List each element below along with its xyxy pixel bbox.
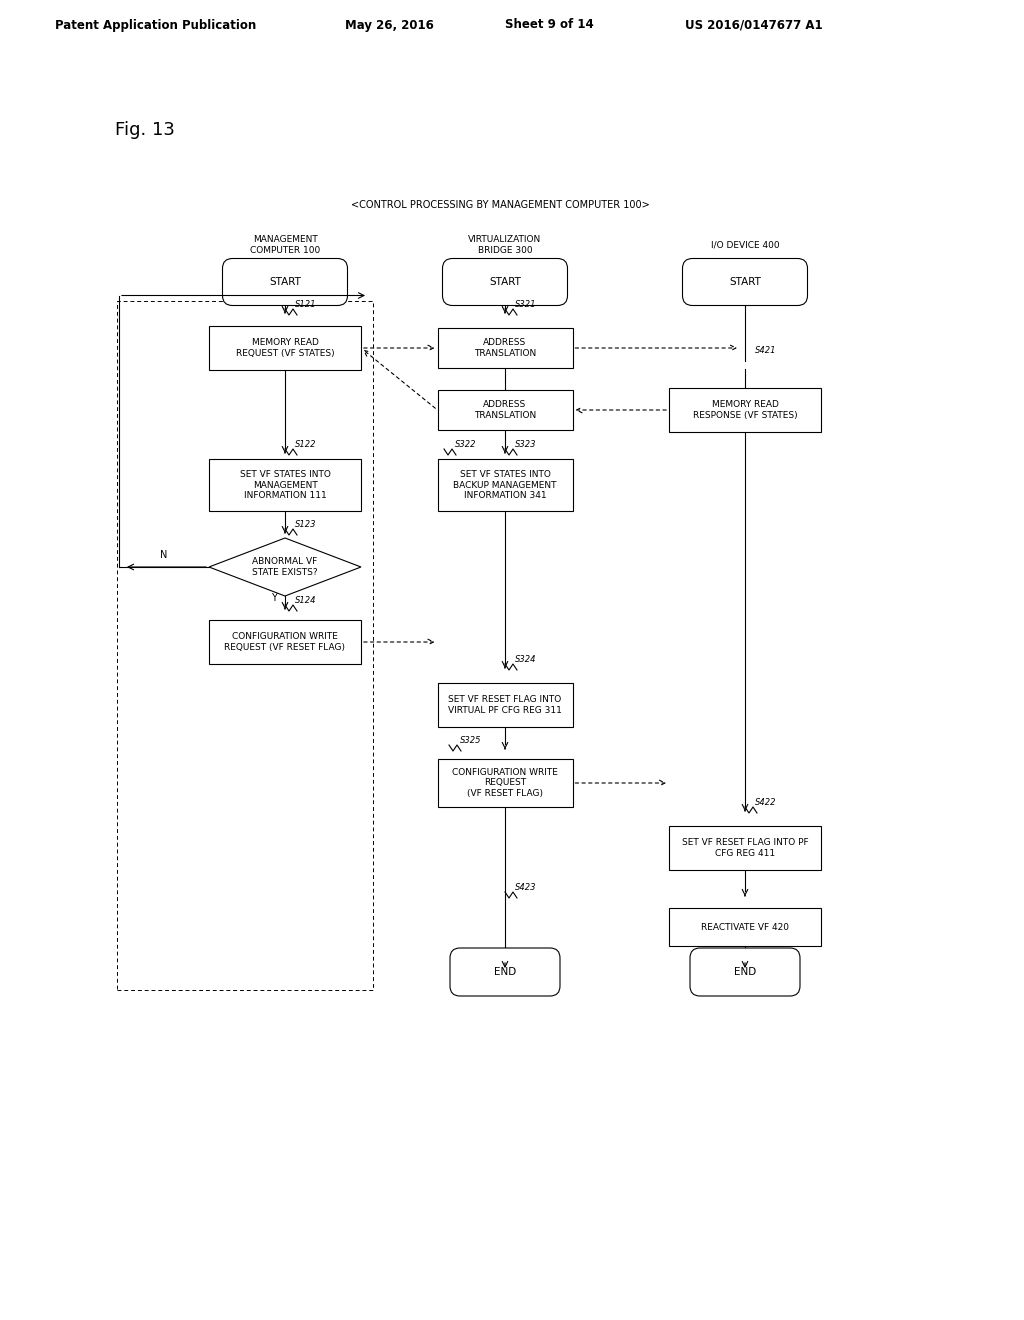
Text: SET VF STATES INTO
MANAGEMENT
INFORMATION 111: SET VF STATES INTO MANAGEMENT INFORMATIO…: [240, 470, 331, 500]
FancyBboxPatch shape: [450, 948, 560, 997]
Text: Sheet 9 of 14: Sheet 9 of 14: [505, 18, 594, 32]
Text: VIRTUALIZATION
BRIDGE 300: VIRTUALIZATION BRIDGE 300: [468, 235, 542, 255]
Text: REACTIVATE VF 420: REACTIVATE VF 420: [701, 923, 790, 932]
Text: Fig. 13: Fig. 13: [115, 121, 175, 139]
Text: S323: S323: [515, 440, 537, 449]
Text: SET VF STATES INTO
BACKUP MANAGEMENT
INFORMATION 341: SET VF STATES INTO BACKUP MANAGEMENT INF…: [454, 470, 557, 500]
Text: ADDRESS
TRANSLATION: ADDRESS TRANSLATION: [474, 400, 537, 420]
Text: Y: Y: [271, 593, 278, 603]
Text: CONFIGURATION WRITE
REQUEST (VF RESET FLAG): CONFIGURATION WRITE REQUEST (VF RESET FL…: [224, 632, 345, 652]
Text: ADDRESS
TRANSLATION: ADDRESS TRANSLATION: [474, 338, 537, 358]
FancyBboxPatch shape: [437, 389, 572, 430]
Text: S124: S124: [295, 597, 316, 605]
Text: END: END: [494, 968, 516, 977]
Text: CONFIGURATION WRITE
REQUEST
(VF RESET FLAG): CONFIGURATION WRITE REQUEST (VF RESET FL…: [452, 768, 558, 797]
Text: START: START: [269, 277, 301, 286]
Text: S324: S324: [515, 655, 537, 664]
Text: S121: S121: [295, 300, 316, 309]
FancyBboxPatch shape: [669, 388, 821, 432]
Text: MANAGEMENT
COMPUTER 100: MANAGEMENT COMPUTER 100: [250, 235, 321, 255]
FancyBboxPatch shape: [222, 259, 347, 305]
FancyBboxPatch shape: [683, 259, 808, 305]
FancyBboxPatch shape: [442, 259, 567, 305]
Text: S422: S422: [755, 799, 776, 807]
Polygon shape: [209, 539, 361, 597]
FancyBboxPatch shape: [437, 459, 572, 511]
Text: ABNORMAL VF
STATE EXISTS?: ABNORMAL VF STATE EXISTS?: [252, 557, 317, 577]
Text: S321: S321: [515, 300, 537, 309]
Text: May 26, 2016: May 26, 2016: [345, 18, 434, 32]
Text: MEMORY READ
REQUEST (VF STATES): MEMORY READ REQUEST (VF STATES): [236, 338, 334, 358]
Text: US 2016/0147677 A1: US 2016/0147677 A1: [685, 18, 822, 32]
Text: S421: S421: [755, 346, 776, 355]
FancyBboxPatch shape: [209, 459, 361, 511]
Text: SET VF RESET FLAG INTO PF
CFG REG 411: SET VF RESET FLAG INTO PF CFG REG 411: [682, 838, 808, 858]
Text: START: START: [729, 277, 761, 286]
Text: S423: S423: [515, 883, 537, 892]
Text: MEMORY READ
RESPONSE (VF STATES): MEMORY READ RESPONSE (VF STATES): [692, 400, 798, 420]
FancyBboxPatch shape: [209, 620, 361, 664]
Text: START: START: [489, 277, 521, 286]
FancyBboxPatch shape: [669, 908, 821, 946]
FancyBboxPatch shape: [669, 826, 821, 870]
Text: <CONTROL PROCESSING BY MANAGEMENT COMPUTER 100>: <CONTROL PROCESSING BY MANAGEMENT COMPUT…: [350, 201, 649, 210]
FancyBboxPatch shape: [437, 682, 572, 727]
FancyBboxPatch shape: [209, 326, 361, 370]
Text: S325: S325: [460, 737, 481, 744]
Text: S123: S123: [295, 520, 316, 529]
Text: N: N: [161, 550, 168, 560]
Text: I/O DEVICE 400: I/O DEVICE 400: [711, 240, 779, 249]
FancyBboxPatch shape: [690, 948, 800, 997]
Text: END: END: [734, 968, 756, 977]
Text: SET VF RESET FLAG INTO
VIRTUAL PF CFG REG 311: SET VF RESET FLAG INTO VIRTUAL PF CFG RE…: [449, 696, 562, 714]
Text: Patent Application Publication: Patent Application Publication: [55, 18, 256, 32]
FancyBboxPatch shape: [437, 759, 572, 807]
FancyBboxPatch shape: [437, 327, 572, 368]
Text: S322: S322: [455, 440, 476, 449]
Text: S122: S122: [295, 440, 316, 449]
